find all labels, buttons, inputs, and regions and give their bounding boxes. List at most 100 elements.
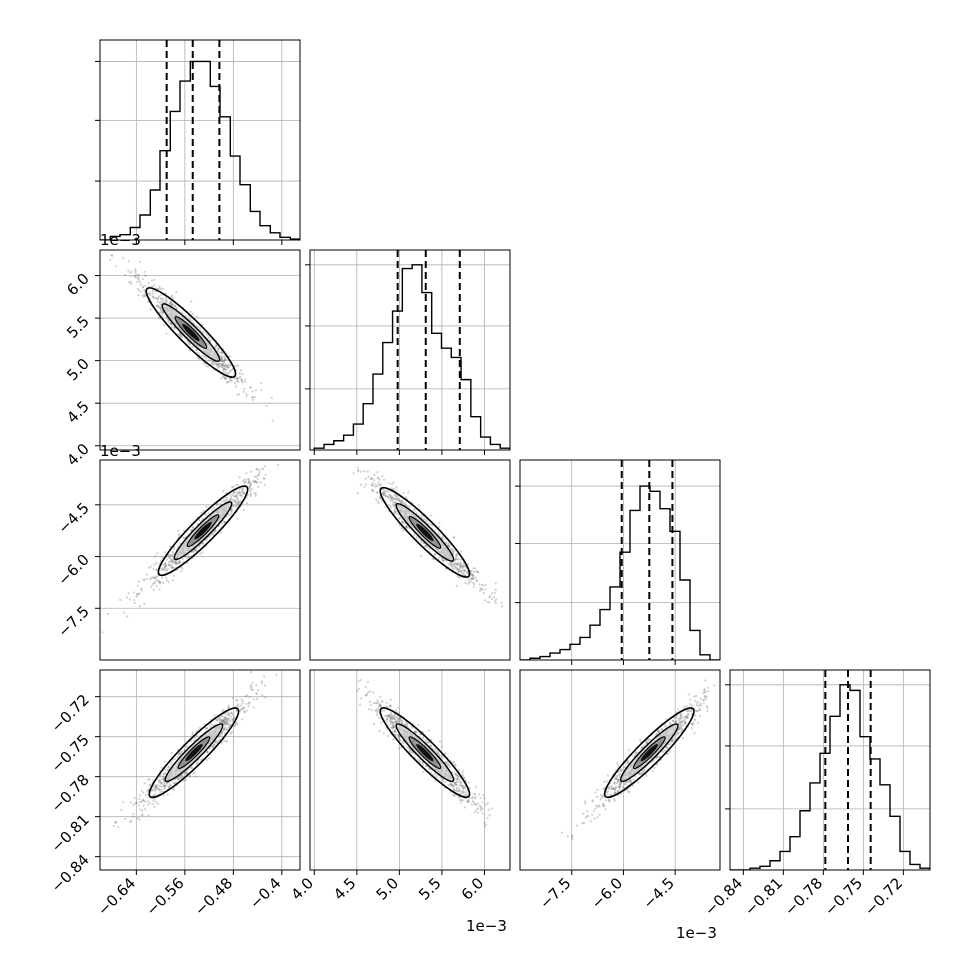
- scatter-point: [452, 568, 455, 571]
- scatter-point: [692, 722, 695, 725]
- scatter-point: [212, 723, 215, 727]
- scatter-point: [157, 317, 161, 320]
- scatter-point: [161, 568, 164, 571]
- scatter-point: [387, 714, 390, 717]
- scatter-point: [402, 501, 405, 504]
- scatter-point: [164, 562, 167, 565]
- scatter-point: [265, 404, 268, 408]
- scatter-point: [683, 718, 686, 721]
- scatter-point: [445, 761, 448, 764]
- scatter-point: [203, 356, 206, 359]
- scatter-point: [454, 781, 457, 784]
- scatter-point: [392, 500, 395, 504]
- scatter-point: [201, 518, 204, 521]
- x-tick-label-3: 5.5: [415, 874, 445, 904]
- scatter-point: [150, 789, 154, 792]
- scatter-point: [380, 483, 383, 486]
- scatter-point: [217, 739, 220, 742]
- scatter-point: [251, 480, 254, 483]
- scatter-point: [224, 718, 227, 721]
- scatter-point: [159, 581, 162, 584]
- scatter-point: [230, 380, 233, 383]
- scatter-point: [133, 797, 136, 800]
- scatter-point: [228, 724, 231, 728]
- scatter-point: [111, 254, 114, 257]
- scatter-point: [155, 785, 158, 788]
- scatter-point: [237, 380, 240, 383]
- scatter-point: [203, 723, 206, 726]
- scatter-point: [142, 799, 146, 802]
- scatter-point: [406, 745, 409, 749]
- scatter-point: [202, 509, 205, 513]
- scatter-point: [400, 721, 404, 724]
- scatter-point: [140, 801, 143, 804]
- scatter-point: [469, 787, 472, 790]
- scatter-point: [178, 332, 182, 335]
- scatter-point: [147, 292, 151, 295]
- scatter-point: [450, 562, 453, 565]
- scatter-point: [245, 395, 248, 398]
- scatter-point: [158, 775, 162, 778]
- scatter-point: [197, 545, 201, 548]
- scatter-point: [396, 716, 399, 719]
- scatter-point: [473, 583, 476, 586]
- scatter-point: [426, 520, 429, 523]
- scatter-point: [482, 794, 485, 797]
- scatter-point: [220, 357, 224, 360]
- scatter-point: [168, 564, 171, 567]
- scatter-point: [455, 786, 458, 789]
- scatter-point: [226, 366, 229, 369]
- scatter-point: [434, 748, 437, 751]
- scatter-point: [461, 573, 464, 576]
- scatter-point: [446, 760, 449, 763]
- scatter-point: [101, 631, 104, 634]
- scatter-point: [159, 287, 163, 290]
- scatter-point: [449, 564, 452, 567]
- scatter-point: [601, 803, 605, 807]
- scatter-point: [215, 345, 218, 348]
- scatter-point: [481, 588, 484, 591]
- scatter-point: [386, 718, 389, 721]
- scatter-point: [354, 451, 356, 453]
- scatter-point: [393, 730, 396, 733]
- scatter-point: [467, 579, 470, 582]
- scatter-point: [462, 571, 465, 574]
- scatter-point: [397, 718, 400, 721]
- scatter-point: [255, 683, 258, 687]
- scatter-point: [690, 704, 693, 707]
- scatter-point: [152, 576, 155, 579]
- scatter-point: [244, 480, 247, 483]
- scatter-point: [122, 801, 125, 804]
- scatter-point: [394, 730, 397, 733]
- scatter-point: [378, 478, 381, 481]
- scatter-point: [179, 334, 182, 337]
- scatter-point: [220, 731, 223, 734]
- scatter-point: [256, 477, 259, 480]
- scatter-point: [178, 561, 181, 565]
- scatter-point: [398, 717, 401, 720]
- scatter-point: [205, 727, 208, 730]
- scatter-point: [160, 312, 163, 315]
- scatter-point: [452, 536, 455, 539]
- scatter-point: [453, 781, 457, 785]
- scatter-point: [190, 529, 193, 532]
- scatter-point: [377, 708, 380, 711]
- scatter-point: [178, 562, 181, 565]
- scatter-point: [212, 368, 215, 371]
- scatter-point: [234, 722, 237, 726]
- scatter-point: [221, 363, 224, 366]
- scatter-point: [678, 727, 681, 730]
- scatter-point: [405, 525, 408, 528]
- scatter-point: [225, 740, 228, 743]
- scatter-point: [164, 566, 167, 569]
- scatter-point: [146, 803, 149, 806]
- scatter-point: [438, 753, 441, 756]
- scatter-point: [168, 556, 171, 559]
- scatter-point: [158, 306, 161, 309]
- scatter-point: [199, 552, 202, 555]
- scatter-point: [471, 574, 474, 577]
- scatter-point: [172, 303, 175, 306]
- scatter-panel-2-0: −7.5−6.0−4.5: [54, 459, 301, 661]
- scatter-point: [226, 366, 229, 369]
- density-contour-0: [148, 707, 240, 799]
